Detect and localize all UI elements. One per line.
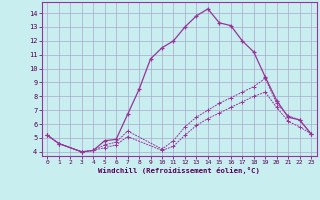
X-axis label: Windchill (Refroidissement éolien,°C): Windchill (Refroidissement éolien,°C) bbox=[98, 167, 260, 174]
